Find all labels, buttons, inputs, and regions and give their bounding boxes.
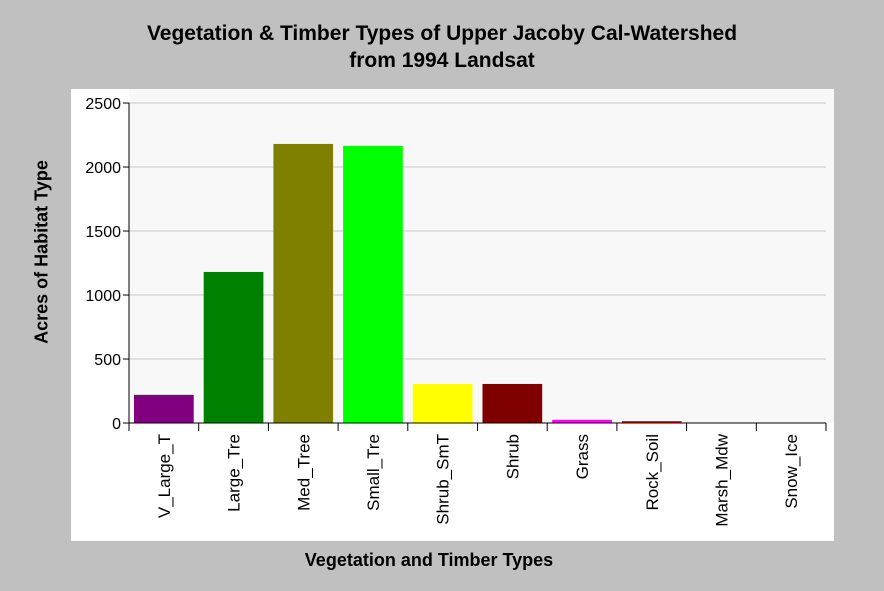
axes: 0 500 1000 1500 2000 2500 V_Large_T Large_Tre Me… [85, 96, 827, 527]
bar-small-tre [343, 145, 403, 423]
chart-title-line-1: Vegetation & Timber Types of Upper Jacob… [146, 22, 738, 45]
bar-rock-soil [621, 421, 682, 423]
x-tick-label: Snow_Ice [782, 434, 801, 509]
y-tick-label: 2500 [85, 96, 121, 113]
x-tick-label: Small_Tre [364, 434, 383, 511]
bar-large-tre [203, 271, 264, 423]
y-tick-label: 1000 [85, 288, 121, 305]
x-tick-label: Shrub_SmT [434, 434, 453, 525]
y-tick-label: 0 [112, 416, 121, 433]
x-tick-label: Marsh_Mdw [712, 433, 731, 526]
x-axis-title: Vegetation and Timber Types [304, 550, 554, 570]
bars [134, 143, 682, 423]
y-axis-title: Acres of Habitat Type [31, 160, 52, 344]
y-tick-label: 2000 [85, 160, 121, 177]
x-tick-label: Shrub [503, 434, 522, 479]
bar-shrub-smt [412, 383, 473, 423]
bar-v-large-t [134, 394, 194, 423]
bar-med-tree [273, 143, 334, 423]
x-tick-label: Grass [573, 434, 592, 479]
x-tick-label: Med_Tree [294, 434, 313, 511]
x-tick-label: V_Large_T [155, 434, 174, 518]
chart-title-line-2: from 1994 Landsat [349, 49, 535, 72]
x-tick-label: Rock_Soil [643, 434, 662, 511]
bar-grass [552, 419, 612, 423]
x-tick-label: Large_Tre [225, 434, 244, 512]
y-tick-label: 500 [94, 352, 121, 369]
y-tick-label: 1500 [85, 224, 121, 241]
grid-lines [129, 102, 826, 360]
bar-shrub [482, 383, 543, 423]
